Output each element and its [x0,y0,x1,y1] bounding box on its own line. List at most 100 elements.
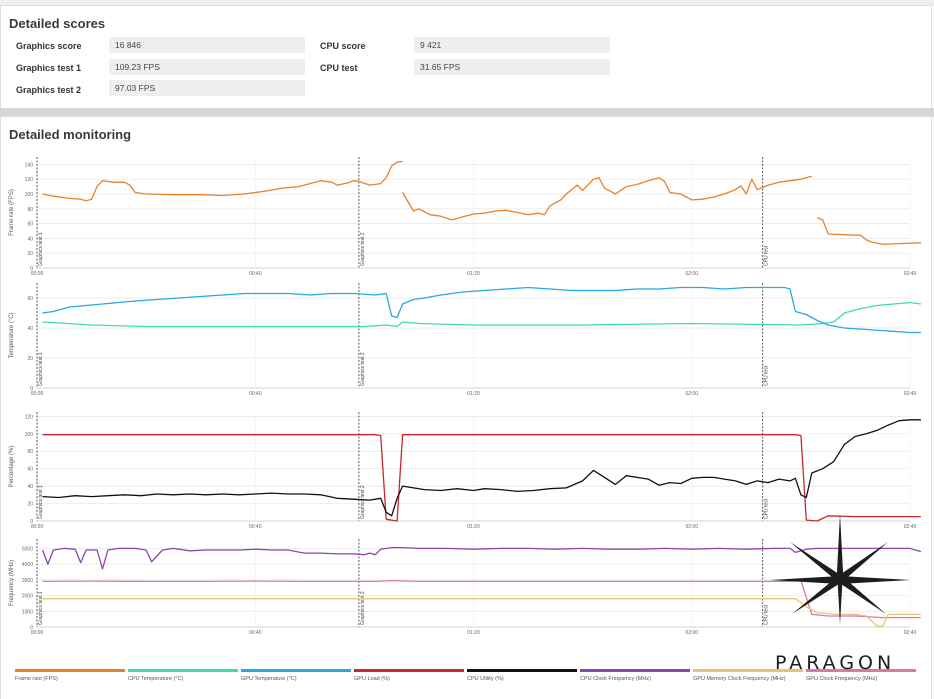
x-tick-label: 01:20 [467,524,480,530]
y-tick-label: 80 [27,449,33,455]
y-tick-label: 3000 [22,578,33,584]
x-tick-label: 02:40 [904,630,917,636]
y-tick-label: 60 [27,222,33,228]
x-tick-label: 02:00 [685,524,698,530]
y-tick-label: 100 [25,192,34,198]
test-marker-label: Graphics test 1 [38,485,44,519]
test-marker-label: CPU test [764,245,770,266]
y-tick-label: 5000 [22,546,33,552]
y-tick-label: 0 [30,266,33,272]
y-tick-label: 40 [27,326,33,332]
x-tick-label: 02:00 [685,630,698,636]
paragon-star-logo [770,514,910,624]
scores-title: Detailed scores [9,16,106,31]
y-axis-label: Frequency (MHz) [9,560,15,606]
series-line-gpu-clock [42,579,921,619]
x-tick-label: 02:40 [904,391,917,397]
legend-label: CPU Clock Frequency (MHz) [580,676,651,682]
legend-label: CPU Utility (%) [467,676,504,682]
x-tick-label: 00:00 [31,391,44,397]
series-line-gpu-mem-clock [42,598,921,627]
legend-swatch [241,669,351,672]
legend-swatch [467,669,577,672]
legend-label: GPU Load (%) [354,676,390,682]
x-tick-label: 00:40 [249,630,262,636]
test-marker-label: Graphics test 1 [38,232,44,266]
series-line-frame-rate [42,160,403,202]
graphics-test-2-label: Graphics test 2 [16,85,82,95]
detailed-monitoring-card: Detailed monitoring [0,116,932,699]
legend-item-gpu-clock[interactable]: GPU Clock Frequency (MHz) [806,669,916,682]
graphics-test-2-value: 97.03 FPS [109,80,305,96]
legend-item-gpu-mem-clock[interactable]: GPU Memory Clock Frequency (MHz) [693,669,803,682]
y-axis-label: Percentage (%) [9,446,15,488]
monitoring-title: Detailed monitoring [9,127,132,142]
x-tick-label: 00:00 [31,271,44,277]
legend-item-gpu-temp[interactable]: GPU Temperature (°C) [241,669,351,682]
y-tick-label: 100 [25,432,34,438]
graphics-test-1-value: 109.23 FPS [109,59,305,75]
legend-swatch [128,669,238,672]
series-line-frame-rate [816,217,921,245]
legend-item-cpu-clock[interactable]: CPU Clock Frequency (MHz) [580,669,690,682]
legend-label: GPU Temperature (°C) [241,676,297,682]
series-line-gpu-load [42,434,921,522]
test-marker-label: CPU test [764,604,770,625]
chart-panel-4: 0 1000 2000 3000 4000 5000 00:00 00:40 01:20 02:0… [9,539,922,636]
y-tick-label: 140 [25,162,34,168]
x-tick-label: 01:20 [467,391,480,397]
top-bar [0,0,934,6]
y-tick-label: 80 [27,207,33,213]
y-tick-label: 60 [27,296,33,302]
y-tick-label: 2000 [22,594,33,600]
paragon-watermark-text: PARAGON [775,652,896,674]
x-tick-label: 02:40 [904,271,917,277]
y-tick-label: 60 [27,467,33,473]
legend-swatch [15,669,125,672]
series-line-frame-rate [402,175,812,221]
y-axis-label: Temperature (°C) [9,312,15,358]
chart-panel-2: 0 20 40 60 00:00 00:40 01:20 02:00 02:40 Temperat… [9,283,921,397]
legend-swatch [354,669,464,672]
x-tick-label: 02:00 [685,271,698,277]
test-marker-label: Graphics test 2 [360,232,366,266]
legend-label: CPU Temperature (°C) [128,676,184,682]
y-tick-label: 20 [27,502,33,508]
legend-item-frame-rate[interactable]: Frame rate (FPS) [15,669,125,682]
section-divider [0,108,934,117]
y-tick-label: 1000 [22,609,33,615]
legend-label: Frame rate (FPS) [15,676,58,682]
test-marker-label: Graphics test 1 [38,352,44,386]
test-marker-label: Graphics test 2 [360,485,366,519]
y-tick-label: 40 [27,236,33,242]
legend-item-cpu-util[interactable]: CPU Utility (%) [467,669,577,682]
x-tick-label: 00:00 [31,524,44,530]
x-tick-label: 02:00 [685,391,698,397]
y-tick-label: 0 [30,519,33,525]
y-tick-label: 4000 [22,562,33,568]
chart-panel-3: 0 20 40 60 80 100 120 00:00 00:40 01:20 02:00 02:40… [9,412,921,530]
y-axis-label: Frame rate (FPS) [9,189,15,236]
cpu-score-label: CPU score [320,41,366,51]
cpu-test-value: 31.65 FPS [414,59,610,75]
y-tick-label: 40 [27,484,33,490]
legend-item-cpu-temp[interactable]: CPU Temperature (°C) [128,669,238,682]
test-marker-label: Graphics test 2 [360,591,366,625]
series-line-cpu-temp [42,301,921,328]
x-tick-label: 01:20 [467,630,480,636]
legend-item-gpu-load[interactable]: GPU Load (%) [354,669,464,682]
y-tick-label: 120 [25,414,34,420]
x-tick-label: 00:40 [249,524,262,530]
series-line-cpu-clock [41,546,922,570]
y-tick-label: 0 [30,386,33,392]
y-tick-label: 20 [27,251,33,257]
series-line-cpu-util [42,419,921,517]
graphics-score-value: 16 846 [109,37,305,53]
cpu-score-value: 9 421 [414,37,610,53]
x-tick-label: 00:00 [31,630,44,636]
y-tick-label: 120 [25,177,34,183]
cpu-test-label: CPU test [320,63,358,73]
x-tick-label: 01:20 [467,271,480,277]
x-tick-label: 02:40 [904,524,917,530]
legend-label: GPU Memory Clock Frequency (MHz) [693,676,786,682]
